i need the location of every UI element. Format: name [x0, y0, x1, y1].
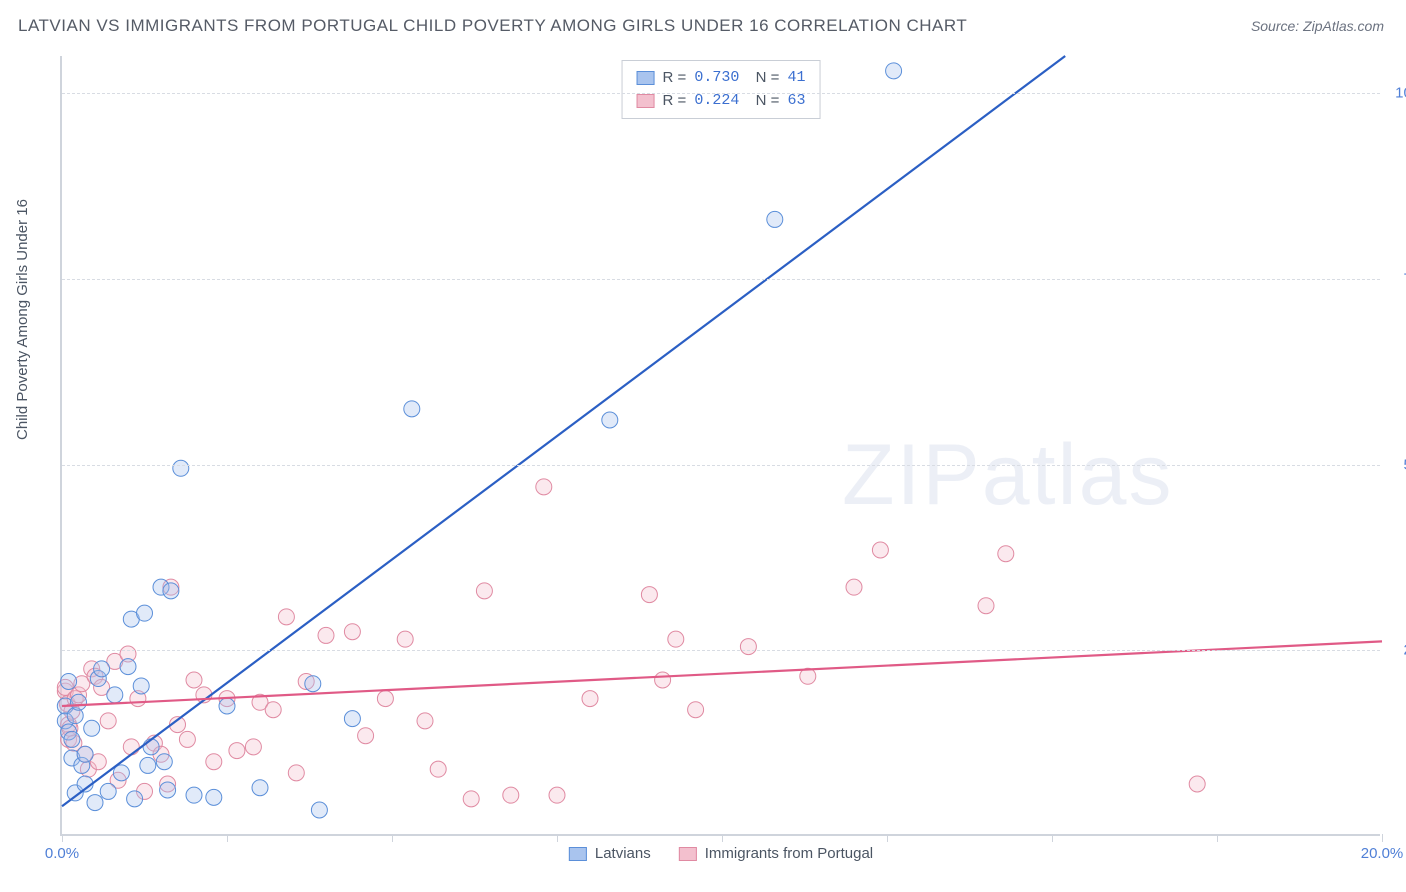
data-point	[100, 783, 116, 799]
data-point	[767, 211, 783, 227]
chart-title: LATVIAN VS IMMIGRANTS FROM PORTUGAL CHIL…	[18, 16, 967, 36]
data-point	[127, 791, 143, 807]
data-point	[872, 542, 888, 558]
x-tick	[887, 834, 888, 842]
data-point	[1189, 776, 1205, 792]
data-point	[536, 479, 552, 495]
data-point	[998, 546, 1014, 562]
data-point	[549, 787, 565, 803]
legend-label-portugal: Immigrants from Portugal	[705, 845, 873, 862]
data-point	[245, 739, 261, 755]
legend-item-latvians: Latvians	[569, 845, 651, 862]
data-point	[344, 624, 360, 640]
data-point	[668, 631, 684, 647]
data-point	[133, 678, 149, 694]
data-point	[229, 743, 245, 759]
x-tick	[1217, 834, 1218, 842]
data-point	[886, 63, 902, 79]
data-point	[219, 698, 235, 714]
x-tick	[557, 834, 558, 842]
legend-item-portugal: Immigrants from Portugal	[679, 845, 873, 862]
data-point	[100, 713, 116, 729]
data-point	[305, 676, 321, 692]
data-point	[978, 598, 994, 614]
plot-area: ZIPatlas R = 0.730 N = 41 R = 0.224 N = …	[60, 56, 1380, 836]
x-tick	[62, 834, 63, 842]
data-point	[143, 739, 159, 755]
data-point	[137, 605, 153, 621]
x-tick-label: 20.0%	[1361, 845, 1404, 862]
data-point	[641, 587, 657, 603]
data-point	[503, 787, 519, 803]
data-point	[602, 412, 618, 428]
legend: Latvians Immigrants from Portugal	[569, 845, 873, 862]
data-point	[71, 694, 87, 710]
data-point	[186, 672, 202, 688]
x-tick	[1052, 834, 1053, 842]
data-point	[463, 791, 479, 807]
data-point	[206, 789, 222, 805]
source-attribution: Source: ZipAtlas.com	[1251, 18, 1384, 34]
data-point	[84, 720, 100, 736]
data-point	[179, 731, 195, 747]
data-point	[344, 711, 360, 727]
data-point	[173, 460, 189, 476]
data-point	[288, 765, 304, 781]
trendline	[62, 56, 1065, 806]
data-point	[430, 761, 446, 777]
gridline-h	[62, 279, 1380, 280]
data-point	[94, 661, 110, 677]
data-point	[688, 702, 704, 718]
data-point	[206, 754, 222, 770]
data-point	[582, 691, 598, 707]
data-point	[417, 713, 433, 729]
data-point	[163, 583, 179, 599]
data-point	[404, 401, 420, 417]
data-point	[278, 609, 294, 625]
y-tick-label: 100.0%	[1395, 85, 1406, 102]
data-point	[397, 631, 413, 647]
data-point	[318, 627, 334, 643]
data-point	[252, 780, 268, 796]
data-point	[655, 672, 671, 688]
data-point	[64, 731, 80, 747]
data-point	[311, 802, 327, 818]
legend-swatch-portugal	[679, 847, 697, 861]
gridline-h	[62, 93, 1380, 94]
scatter-svg	[62, 56, 1380, 834]
data-point	[377, 691, 393, 707]
data-point	[160, 782, 176, 798]
x-tick	[227, 834, 228, 842]
data-point	[140, 757, 156, 773]
gridline-h	[62, 465, 1380, 466]
data-point	[120, 659, 136, 675]
x-tick	[392, 834, 393, 842]
x-tick	[722, 834, 723, 842]
data-point	[107, 687, 123, 703]
legend-swatch-latvians	[569, 847, 587, 861]
data-point	[846, 579, 862, 595]
data-point	[265, 702, 281, 718]
data-point	[61, 673, 77, 689]
data-point	[123, 739, 139, 755]
y-axis-label: Child Poverty Among Girls Under 16	[14, 199, 31, 440]
data-point	[186, 787, 202, 803]
data-point	[476, 583, 492, 599]
data-point	[77, 746, 93, 762]
data-point	[87, 795, 103, 811]
data-point	[156, 754, 172, 770]
data-point	[358, 728, 374, 744]
x-tick	[1382, 834, 1383, 842]
x-tick-label: 0.0%	[45, 845, 79, 862]
gridline-h	[62, 650, 1380, 651]
legend-label-latvians: Latvians	[595, 845, 651, 862]
data-point	[740, 639, 756, 655]
